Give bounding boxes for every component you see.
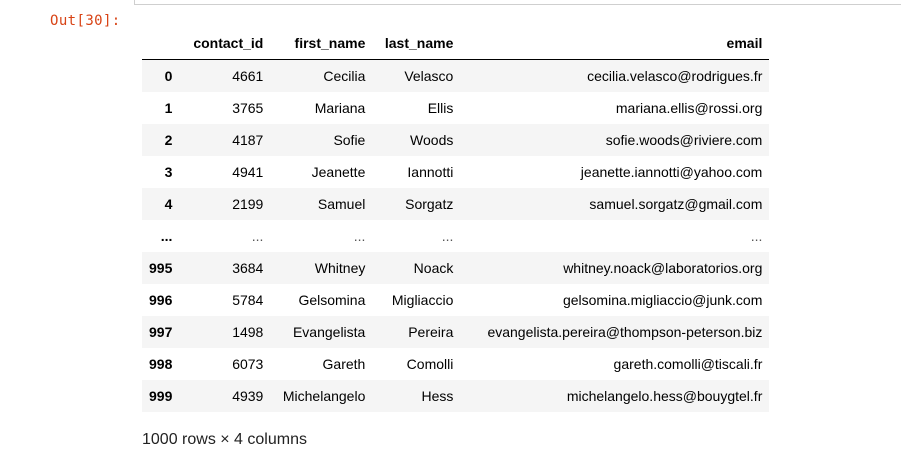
cell-last-name: Velasco	[404, 68, 454, 84]
header-last-name: last_name	[372, 27, 461, 60]
table-body: 0 4661 Cecilia Velasco cecilia.velasco@r…	[142, 59, 770, 412]
row-index: 0	[164, 68, 173, 84]
cell-email: jeanette.iannotti@yahoo.com	[580, 164, 763, 180]
table-row: 0 4661 Cecilia Velasco cecilia.velasco@r…	[142, 59, 770, 92]
cell-last-name: Woods	[410, 132, 454, 148]
row-index: ...	[160, 228, 173, 244]
row-index: 999	[149, 388, 173, 404]
cell-contact-id: 4661	[232, 68, 264, 84]
cell-first-name: Gelsomina	[298, 292, 366, 308]
cell-email: ...	[750, 228, 763, 244]
cell-last-name: ...	[441, 228, 454, 244]
cell-first-name: Whitney	[314, 260, 366, 276]
dataframe-shape-summary: 1000 rows × 4 columns	[142, 431, 307, 448]
cell-email: whitney.noack@laboratorios.org	[563, 260, 763, 276]
cell-first-name: Sofie	[333, 132, 366, 148]
cell-email: gelsomina.migliaccio@junk.com	[562, 292, 763, 308]
output-prompt: Out[30]:	[50, 13, 121, 29]
cell-last-name: Noack	[413, 260, 454, 276]
dataframe-table: contact_id first_name last_name email 0 …	[142, 27, 770, 412]
table-row: 2 4187 Sofie Woods sofie.woods@riviere.c…	[142, 124, 770, 156]
row-index: 2	[164, 132, 173, 148]
cell-last-name: Migliaccio	[391, 292, 454, 308]
row-index: 995	[149, 260, 173, 276]
cell-first-name: Evangelista	[292, 324, 366, 340]
header-first-name: first_name	[270, 27, 373, 60]
cell-last-name: Ellis	[427, 100, 454, 116]
previous-cell-border	[134, 0, 901, 5]
ellipsis-row: ... ... ... ... ...	[142, 220, 769, 252]
header-contact-id: contact_id	[179, 27, 271, 60]
header-email: email	[460, 27, 770, 60]
cell-contact-id: 2199	[232, 196, 264, 212]
row-index: 996	[149, 292, 173, 308]
cell-last-name: Comolli	[406, 356, 454, 372]
cell-first-name: Samuel	[317, 196, 366, 212]
cell-email: sofie.woods@riviere.com	[605, 132, 763, 148]
table-row: 4 2199 Samuel Sorgatz samuel.sorgatz@gma…	[142, 188, 770, 220]
table-row: 996 5784 Gelsomina Migliaccio gelsomina.…	[142, 284, 769, 316]
cell-last-name: Iannotti	[407, 164, 454, 180]
row-index: 1	[164, 100, 173, 116]
row-index: 3	[164, 164, 173, 180]
cell-contact-id: 4939	[232, 388, 264, 404]
cell-contact-id: 3684	[232, 260, 264, 276]
cell-first-name: Jeanette	[311, 164, 366, 180]
cell-first-name: Mariana	[314, 100, 366, 116]
cell-email: gareth.comolli@tiscali.fr	[613, 356, 763, 372]
cell-contact-id: 5784	[232, 292, 264, 308]
cell-email: michelangelo.hess@bouygtel.fr	[566, 388, 763, 404]
cell-last-name: Pereira	[408, 324, 454, 340]
cell-email: samuel.sorgatz@gmail.com	[589, 196, 763, 212]
cell-first-name: ...	[353, 228, 366, 244]
cell-last-name: Sorgatz	[405, 196, 454, 212]
cell-email: mariana.ellis@rossi.org	[615, 100, 763, 116]
cell-email: cecilia.velasco@rodrigues.fr	[587, 68, 763, 84]
cell-last-name: Hess	[421, 388, 454, 404]
table-header: contact_id first_name last_name email	[142, 27, 770, 60]
table-row: 3 4941 Jeanette Iannotti jeanette.iannot…	[142, 156, 769, 188]
cell-first-name: Gareth	[322, 356, 366, 372]
cell-first-name: Michelangelo	[282, 388, 366, 404]
cell-contact-id: 6073	[232, 356, 264, 372]
row-index: 998	[149, 356, 173, 372]
table-row: 998 6073 Gareth Comolli gareth.comolli@t…	[142, 348, 769, 380]
cell-contact-id: 4187	[232, 132, 264, 148]
cell-contact-id: ...	[251, 228, 264, 244]
table-row: 995 3684 Whitney Noack whitney.noack@lab…	[142, 252, 770, 284]
row-index: 997	[149, 324, 173, 340]
cell-email: evangelista.pereira@thompson-peterson.bi…	[487, 324, 763, 340]
table-row: 997 1498 Evangelista Pereira evangelista…	[142, 316, 770, 348]
cell-first-name: Cecilia	[323, 68, 366, 84]
row-index: 4	[164, 196, 173, 212]
cell-contact-id: 3765	[232, 100, 264, 116]
cell-contact-id: 4941	[232, 164, 264, 180]
table-row: 999 4939 Michelangelo Hess michelangelo.…	[142, 380, 770, 412]
header-row: contact_id first_name last_name email	[142, 27, 770, 60]
header-index	[142, 27, 180, 60]
table-row: 1 3765 Mariana Ellis mariana.ellis@rossi…	[142, 92, 769, 124]
cell-contact-id: 1498	[232, 324, 264, 340]
